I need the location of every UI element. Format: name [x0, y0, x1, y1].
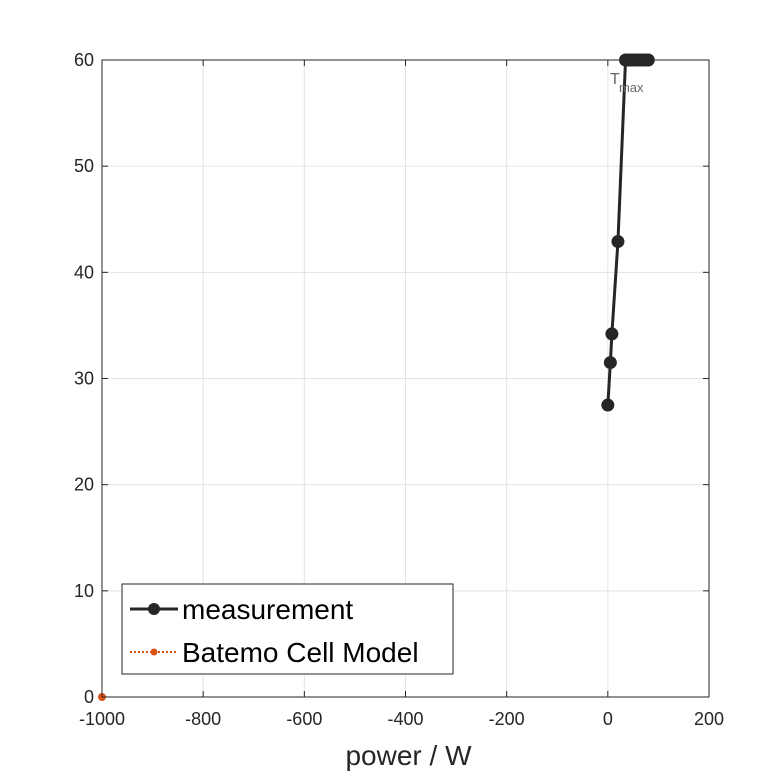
data-point	[601, 398, 615, 412]
x-tick-label: -600	[286, 709, 322, 729]
legend: measurement Batemo Cell Model	[121, 583, 454, 675]
data-point	[641, 53, 655, 67]
annotation-t-max-subscript: max	[619, 80, 644, 95]
legend-marker	[150, 648, 158, 656]
series-0	[601, 53, 655, 412]
legend-marker	[148, 603, 160, 615]
y-tick-label: 40	[74, 262, 94, 282]
y-tick-label: 20	[74, 475, 94, 495]
x-tick-label: -1000	[79, 709, 125, 729]
y-tick-label: 60	[74, 50, 94, 70]
x-tick-label: -200	[489, 709, 525, 729]
legend-item-0: measurement	[130, 594, 353, 625]
y-tick-label: 30	[74, 369, 94, 389]
data-point	[603, 356, 617, 370]
tick-labels: -1000 -800 -600 -400 -200 0 200 0 10 20 30 40 50 60	[74, 50, 724, 729]
legend-label: Batemo Cell Model	[182, 637, 419, 668]
annotation-t-max: T	[610, 71, 620, 88]
y-tick-label: 50	[74, 156, 94, 176]
x-tick-label: 0	[603, 709, 613, 729]
y-tick-label: 10	[74, 581, 94, 601]
data-point	[611, 235, 625, 249]
x-axis-label: power / W	[345, 740, 472, 771]
y-tick-label: 0	[84, 687, 94, 707]
legend-item-1: Batemo Cell Model	[130, 637, 419, 668]
legend-label: measurement	[182, 594, 353, 625]
data-point	[605, 327, 619, 341]
legend-box	[121, 583, 454, 675]
x-tick-label: -400	[387, 709, 423, 729]
annotations: T max	[610, 71, 644, 95]
series-layer	[98, 53, 655, 701]
x-tick-label: -800	[185, 709, 221, 729]
x-tick-label: 200	[694, 709, 724, 729]
